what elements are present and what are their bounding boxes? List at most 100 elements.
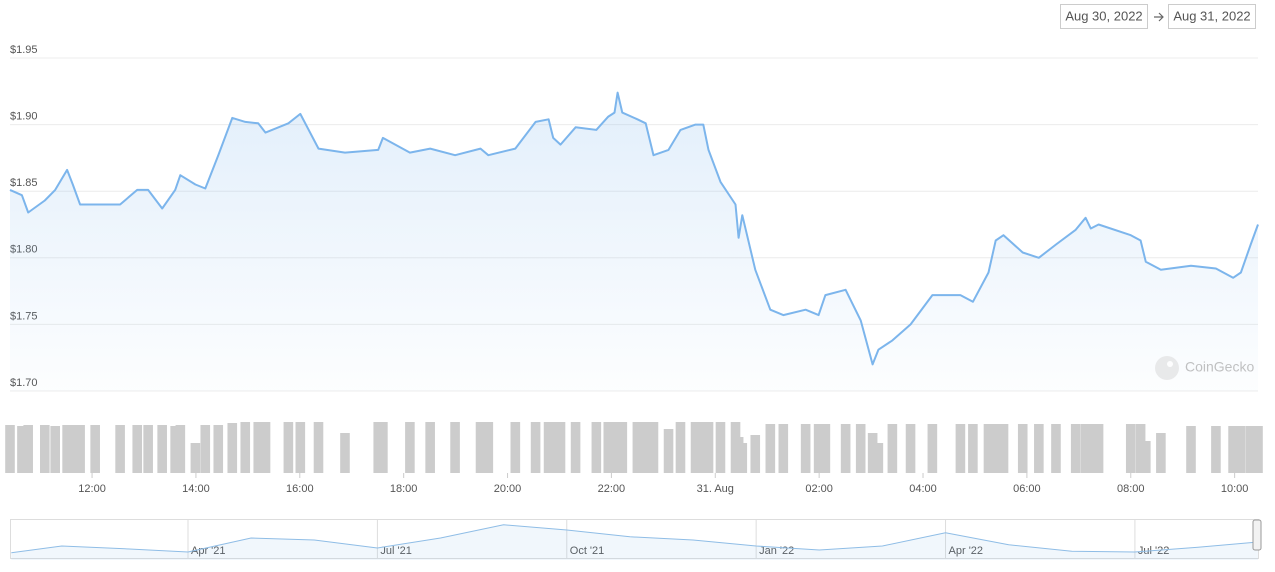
volume-bar: [1093, 424, 1104, 473]
volume-bar: [867, 433, 878, 473]
volume-bar: [905, 424, 916, 473]
volume-bar: [555, 422, 566, 473]
volume-bar: [715, 422, 726, 473]
volume-bar: [778, 424, 789, 473]
volume-bar: [5, 425, 15, 473]
x-tick-label: 22:00: [598, 483, 626, 495]
x-tick-label: 02:00: [805, 483, 833, 495]
volume-bar: [1245, 426, 1256, 473]
y-tick-label: $1.95: [10, 44, 38, 56]
volume-bar: [690, 422, 701, 473]
volume-bar: [648, 422, 659, 473]
volume-bar: [213, 425, 224, 473]
area-fill: [11, 524, 1258, 560]
volume-bar: [1080, 424, 1091, 473]
volume-bar: [340, 433, 350, 473]
volume-bar: [450, 422, 460, 473]
volume-bar: [548, 422, 559, 473]
x-tick-label: 12:00: [78, 483, 106, 495]
watermark-logo-eye: [1167, 361, 1173, 367]
volume-bar: [530, 422, 541, 473]
x-tick-label: 16:00: [286, 483, 314, 495]
volume-bar: [800, 424, 811, 473]
volume-bar: [1051, 424, 1061, 473]
volume-bar: [115, 425, 125, 473]
volume-bar: [927, 424, 938, 473]
volume-bar: [1125, 424, 1136, 473]
volume-bar: [698, 422, 709, 473]
volume-bar: [1070, 424, 1081, 473]
volume-bar: [1141, 441, 1151, 473]
volume-bar: [50, 426, 60, 473]
x-tick-label: 18:00: [390, 483, 418, 495]
volume-bar: [820, 424, 831, 473]
date-to[interactable]: Aug 31, 2022: [1173, 8, 1250, 23]
volume-bar: [632, 422, 643, 473]
volume-bar: [253, 422, 264, 473]
navigator-chart: Apr '21 Jul '21 Oct '21 Jan '22 Apr '22 Jul '…: [11, 520, 1259, 560]
navigator-handle[interactable]: [1252, 519, 1262, 551]
volume-bar: [990, 424, 1001, 473]
x-tick-label: Oct '21: [570, 545, 605, 557]
volume-bar: [765, 424, 776, 473]
volume-bar: [510, 422, 521, 473]
volume-bar: [591, 422, 602, 473]
date-from-button[interactable]: [1060, 4, 1148, 29]
x-tick-label: 20:00: [494, 483, 522, 495]
x-tick-label: 04:00: [909, 483, 937, 495]
x-tick-label: Apr '22: [949, 545, 984, 557]
volume-bar: [378, 422, 388, 473]
price-line: [9, 91, 1259, 366]
volume-bar: [570, 422, 581, 473]
volume-bar: [90, 425, 100, 473]
volume-bar: [603, 422, 614, 473]
volume-bar: [998, 424, 1009, 473]
volume-bar: [132, 425, 143, 473]
area-fill: [10, 92, 1258, 391]
volume-bar: [157, 425, 167, 473]
volume-bar: [1085, 424, 1096, 473]
date-from[interactable]: Aug 30, 2022: [1065, 8, 1142, 23]
volume-bar: [750, 435, 761, 473]
volume-bar: [143, 425, 153, 473]
volume-bar: [675, 422, 686, 473]
watermark: CoinGecko: [1155, 356, 1254, 380]
price-line: [11, 524, 1259, 554]
y-tick-label: $1.85: [10, 177, 38, 189]
volume-bar: [170, 426, 180, 473]
volume-bar: [1253, 426, 1263, 473]
price-chart: $1.70$1.75$1.80$1.85$1.90$1.9512:0014:00…: [5, 44, 1263, 495]
volume-bar: [68, 425, 78, 473]
volume-bar: [175, 425, 186, 473]
volume-bar: [283, 422, 294, 473]
x-tick-label: Apr '21: [191, 545, 226, 557]
volume-bar: [62, 425, 72, 473]
volume-bar: [17, 426, 27, 473]
volume-bar: [840, 424, 851, 473]
volume-bar: [405, 422, 415, 473]
volume-bar: [190, 443, 201, 473]
volume-bar: [313, 422, 324, 473]
volume-bar: [39, 425, 50, 473]
x-tick-label: 14:00: [182, 483, 210, 495]
volume-bar: [240, 422, 251, 473]
x-tick-label: Jul '21: [380, 545, 411, 557]
volume-bar: [855, 424, 866, 473]
date-to-button[interactable]: [1168, 4, 1256, 29]
volume-bar: [1156, 433, 1166, 473]
y-tick-label: $1.90: [10, 111, 38, 123]
volume-bar: [813, 424, 824, 473]
volume-bar: [663, 429, 674, 473]
volume-bar: [200, 425, 211, 473]
volume-bar: [640, 422, 651, 473]
volume-bar: [1228, 426, 1238, 473]
volume-bar: [887, 424, 898, 473]
x-tick-label: 08:00: [1117, 483, 1145, 495]
volume-bar: [260, 422, 271, 473]
volume-bar: [955, 424, 966, 473]
volume-bar: [703, 422, 714, 473]
watermark-text: CoinGecko: [1185, 359, 1254, 375]
x-tick-label: 10:00: [1221, 483, 1249, 495]
